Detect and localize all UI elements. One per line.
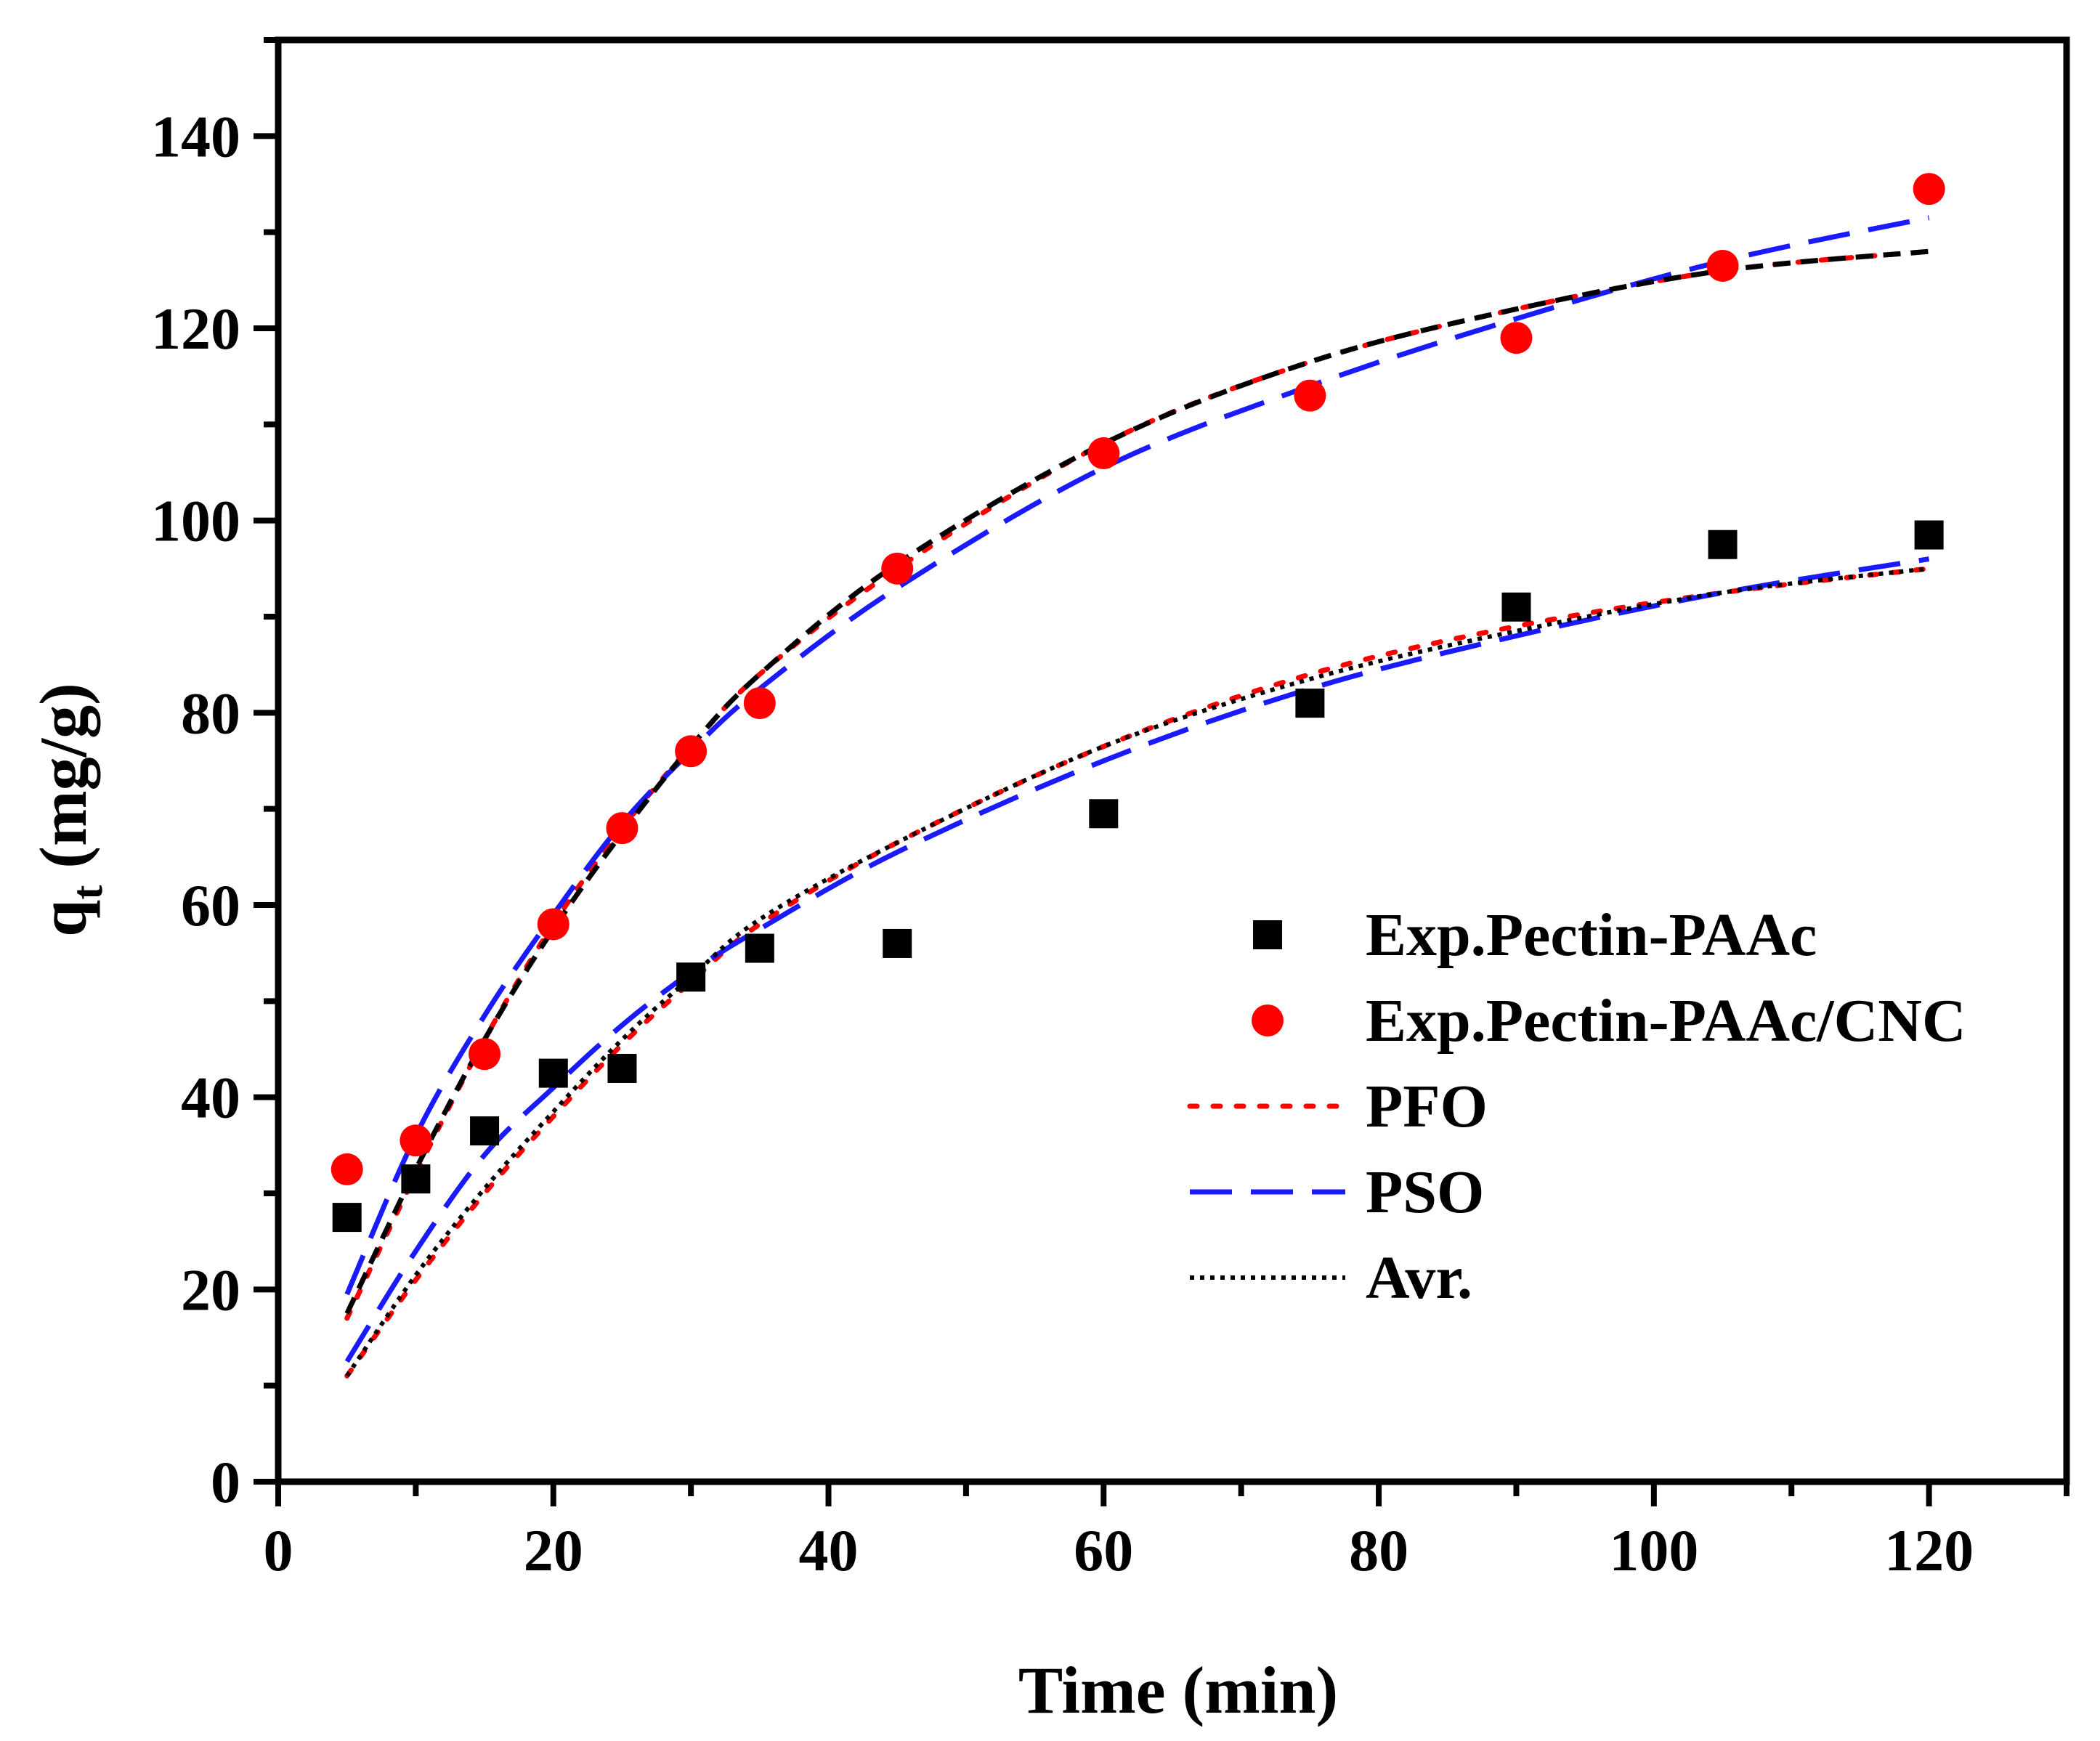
pso-curve-2: [344, 215, 1930, 1296]
x-tick-label: 100: [1609, 1517, 1698, 1583]
pfo-curve-2: [344, 248, 1932, 1321]
y-tick-label: 0: [211, 1449, 240, 1515]
exp-pectin-paac-point: [538, 1058, 568, 1088]
x-tick-label: 0: [264, 1517, 293, 1583]
exp-pectin-paac-point: [1914, 520, 1944, 550]
exp-pectin-paac-point: [1295, 689, 1325, 718]
exp-pectin-paac-cnc-point: [1706, 249, 1739, 282]
legend-avr-label: Avr.: [1366, 1244, 1472, 1312]
legend-exp-pectin-paac-symbol: [1253, 920, 1282, 949]
exp-pectin-paac-point: [883, 928, 912, 958]
exp-pectin-paac-point: [332, 1203, 362, 1233]
legend-exp-pectin-paac-cnc-symbol: [1252, 1005, 1284, 1036]
exp-pectin-paac-cnc-point: [675, 735, 708, 768]
exp-pectin-paac-point: [1501, 592, 1531, 622]
legend-pso-label: PSO: [1366, 1158, 1484, 1226]
x-tick-label: 80: [1349, 1517, 1408, 1583]
exp-pectin-paac-cnc-point: [331, 1153, 363, 1185]
y-axis-title-subscript: t: [63, 885, 111, 900]
data-markers: [331, 173, 1945, 1233]
avr-curve-1: [345, 566, 1929, 1378]
exp-pectin-paac-point: [676, 962, 706, 992]
exp-pectin-paac-point: [607, 1053, 637, 1083]
y-tick-label: 80: [181, 680, 240, 746]
exp-pectin-paac-point: [401, 1164, 431, 1194]
y-axis-title-unit: (mg/g): [26, 683, 100, 885]
exp-pectin-paac-cnc-point: [1294, 379, 1326, 412]
exp-pectin-paac-cnc-point: [1913, 173, 1945, 206]
x-tick-label: 40: [799, 1517, 859, 1583]
y-tick-label: 140: [151, 103, 240, 169]
y-tick-labels: 0 20 40 60 80 100 120 140: [151, 103, 240, 1515]
y-tick-label: 40: [181, 1065, 240, 1131]
exp-pectin-paac-cnc-point: [1500, 322, 1533, 354]
y-axis-title: qt (mg/g): [26, 683, 111, 937]
x-tick-label: 120: [1884, 1517, 1974, 1583]
exp-pectin-paac-cnc-point: [400, 1124, 432, 1157]
exp-pectin-paac-cnc-point: [537, 908, 569, 941]
exp-pectin-paac-point: [745, 933, 774, 963]
y-tick-label: 120: [151, 296, 240, 362]
y-tick-label: 20: [181, 1257, 240, 1323]
legend: Exp.Pectin-PAAc Exp.Pectin-PAAc/CNC PFO PSO…: [1187, 901, 1966, 1312]
y-tick-label: 60: [181, 872, 240, 938]
x-tick-labels: 0 20 40 60 80 100 120: [264, 1517, 1974, 1583]
exp-pectin-paac-cnc-point: [743, 687, 776, 720]
exp-pectin-paac-point: [1089, 799, 1119, 829]
x-tick-label: 20: [524, 1517, 583, 1583]
x-axis-title: Time (min): [1018, 1653, 1338, 1727]
exp-pectin-paac-cnc-point: [1087, 437, 1120, 470]
exp-pectin-paac-cnc-point: [881, 552, 914, 585]
exp-pectin-paac-point: [1708, 529, 1738, 559]
plot-frame: [275, 36, 2070, 1485]
exp-pectin-paac-point: [470, 1116, 500, 1145]
x-tick-label: 60: [1074, 1517, 1133, 1583]
exp-pectin-paac-cnc-point: [469, 1038, 501, 1071]
y-axis-title-q: q: [26, 900, 100, 937]
exp-pectin-paac-cnc-point: [606, 812, 638, 845]
y-tick-label: 100: [151, 488, 240, 554]
legend-exp-pectin-paac-label: Exp.Pectin-PAAc: [1366, 901, 1817, 969]
avr-pectin-paac-cnc-curve-1: [344, 248, 1929, 1315]
legend-exp-pectin-paac-cnc-label: Exp.Pectin-PAAc/CNC: [1366, 987, 1966, 1055]
legend-pfo-label: PFO: [1366, 1073, 1488, 1140]
